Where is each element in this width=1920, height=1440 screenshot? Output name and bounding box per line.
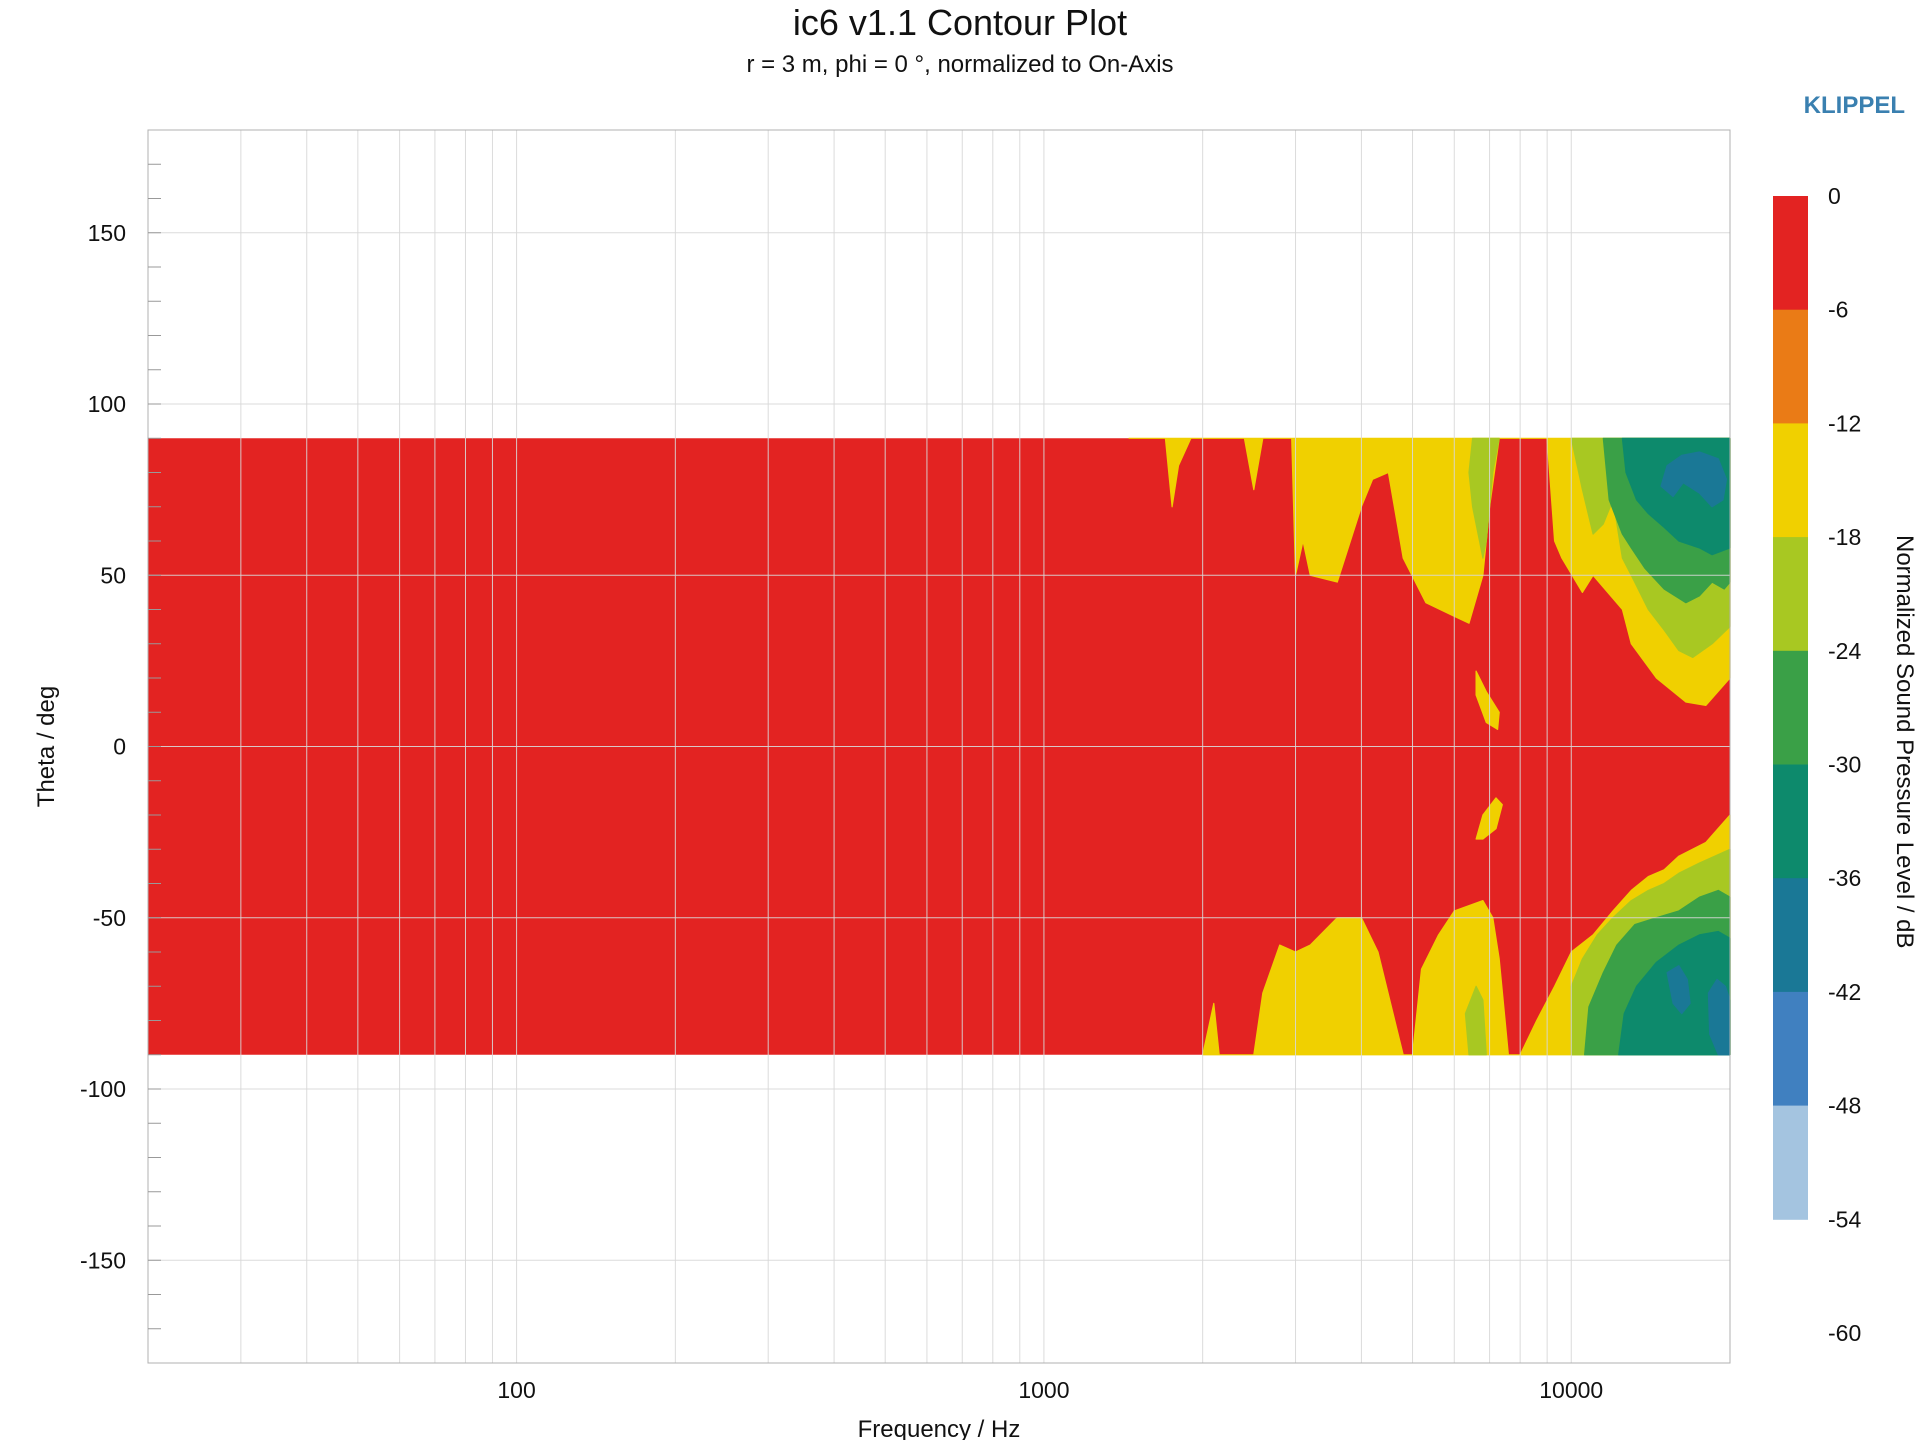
x-tick-label: 100 <box>497 1377 535 1403</box>
contour-region-7 <box>1464 985 1487 1056</box>
colorbar-band <box>1773 1105 1808 1220</box>
chart-title: ic6 v1.1 Contour Plot <box>792 2 1128 43</box>
colorbar-band <box>1773 309 1808 424</box>
colorbar: 0 -6 -12 -18 -24 -30 -36 -42 -48 -54 -60 <box>1773 183 1861 1346</box>
y-tick-label: 100 <box>88 391 126 417</box>
y-tick-label: 150 <box>88 220 126 246</box>
x-axis-label: Frequency / Hz <box>858 1416 1021 1440</box>
x-tick-label: 10000 <box>1539 1377 1603 1403</box>
colorbar-tick-label: -6 <box>1828 297 1848 323</box>
y-tick-label: 50 <box>100 562 126 588</box>
colorbar-band <box>1773 196 1808 311</box>
plot-grid <box>148 130 1730 1363</box>
x-tick-label: 1000 <box>1018 1377 1069 1403</box>
chart-subtitle: r = 3 m, phi = 0 °, normalized to On-Axi… <box>746 51 1174 78</box>
colorbar-tick-label: -24 <box>1828 638 1861 664</box>
contour-region-5 <box>1468 437 1500 559</box>
colorbar-band <box>1773 878 1808 993</box>
colorbar-tick-label: -48 <box>1828 1093 1861 1119</box>
colorbar-band <box>1773 991 1808 1107</box>
colorbar-band <box>1773 764 1808 879</box>
contour-region-14 <box>1666 965 1691 1015</box>
contour-region-2 <box>1475 670 1500 731</box>
brand-logo: KLIPPEL <box>1803 92 1905 119</box>
y-tick-label: -100 <box>80 1076 126 1102</box>
colorbar-tick-label: 0 <box>1828 183 1841 209</box>
colorbar-tick-label: -12 <box>1828 410 1861 436</box>
plot-axes: 150 100 50 0 -50 -100 -150 100 1000 10000 <box>80 129 1731 1403</box>
y-axis-label: Theta / deg <box>33 686 60 807</box>
y-tick-label: -150 <box>80 1247 126 1273</box>
colorbar-label: Normalized Sound Pressure Level / dB <box>1891 535 1918 949</box>
colorbar-tick-label: -54 <box>1828 1206 1861 1232</box>
colorbar-tick-label: -18 <box>1828 524 1861 550</box>
contour-region-1 <box>1128 437 1731 707</box>
colorbar-tick-label: -36 <box>1828 865 1861 891</box>
colorbar-band <box>1773 423 1808 538</box>
colorbar-tick-label: -42 <box>1828 979 1861 1005</box>
colorbar-tick-label: -30 <box>1828 752 1861 778</box>
colorbar-band <box>1773 650 1808 765</box>
colorbar-tick-label: -60 <box>1828 1320 1861 1346</box>
y-tick-label: 0 <box>113 734 126 760</box>
y-tick-label: -50 <box>93 905 126 931</box>
colorbar-band <box>1773 537 1808 652</box>
contour-region-13 <box>1660 451 1728 508</box>
